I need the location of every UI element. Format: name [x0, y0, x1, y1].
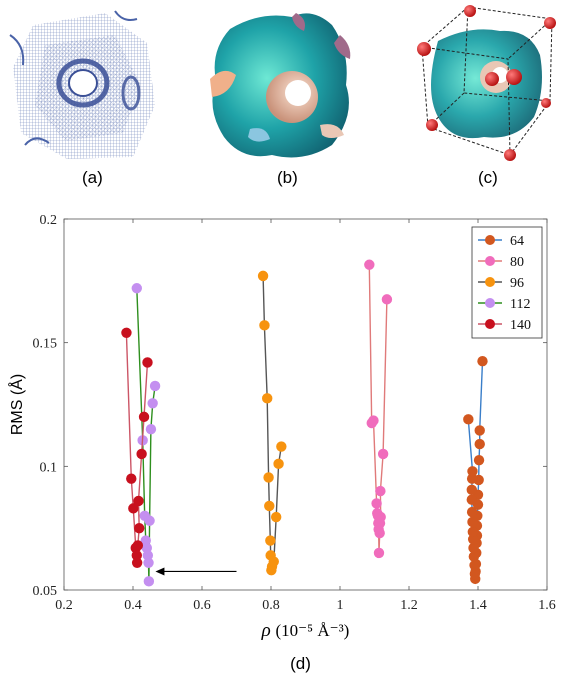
x-tick-label: 1	[337, 598, 344, 613]
data-point-140	[142, 357, 153, 368]
data-point-64	[466, 494, 477, 505]
panel-label-c: (c)	[478, 168, 498, 187]
legend-label-80: 80	[510, 255, 524, 270]
data-point-80	[373, 518, 384, 529]
data-point-64	[463, 414, 474, 425]
data-point-140	[136, 448, 147, 460]
arrow-head	[155, 567, 165, 576]
legend-label-112: 112	[510, 297, 530, 312]
data-point-140	[126, 473, 137, 484]
data-point-96	[262, 393, 273, 404]
x-tick-label: 1.2	[400, 598, 418, 613]
legend-marker-96	[485, 277, 495, 287]
data-point-64	[466, 484, 477, 496]
data-point-140	[128, 503, 139, 514]
legend-marker-140	[485, 319, 495, 329]
data-point-64	[477, 356, 488, 367]
data-point-112	[144, 515, 155, 526]
data-point-64	[468, 551, 480, 562]
data-point-64	[467, 466, 478, 477]
data-point-80	[377, 448, 389, 460]
data-point-64	[467, 526, 479, 538]
data-point-64	[466, 473, 478, 484]
legend-marker-64	[485, 235, 495, 245]
rms-density-chart: 0.2 0.4 0.6 0.8 1 1.2 1.4 1.6 0.05 0.1 0.15 0.2 RMS …	[7, 213, 556, 673]
data-point-112	[145, 424, 157, 435]
x-tick-label: 1.4	[469, 598, 487, 613]
data-point-112	[149, 380, 161, 392]
legend-label-140: 140	[510, 318, 531, 333]
data-point-112	[143, 557, 154, 568]
data-point-64	[466, 506, 478, 518]
data-point-80	[364, 259, 375, 270]
data-point-64	[468, 542, 479, 554]
data-point-96	[263, 472, 274, 483]
y-tick-label: 0.05	[33, 584, 58, 599]
data-point-112	[131, 283, 142, 294]
data-point-140	[133, 495, 144, 507]
data-point-96	[268, 556, 279, 567]
legend-label-64: 64	[510, 234, 524, 249]
data-point-140	[134, 522, 145, 534]
data-point-80	[372, 508, 383, 519]
x-tick-label: 0.6	[193, 598, 211, 613]
x-axis-label: ρ (10⁻⁵ Å⁻³)	[261, 620, 350, 641]
y-axis-label: RMS (Å)	[7, 374, 26, 435]
gyroid-cube-atoms-image	[400, 5, 560, 165]
data-point-140	[138, 411, 150, 423]
data-point-96	[276, 441, 287, 452]
series-line-96	[262, 275, 282, 571]
data-point-64	[467, 534, 479, 545]
data-point-64	[469, 568, 481, 580]
x-tick-label: 0.2	[55, 598, 73, 613]
x-tick-label: 1.6	[538, 598, 556, 613]
x-tick-label: 0.4	[124, 598, 142, 613]
data-point-80	[373, 547, 385, 559]
panel-label-a: (a)	[82, 168, 103, 187]
data-point-64	[469, 560, 480, 571]
panel-label-b: (b)	[277, 168, 298, 187]
data-point-96	[264, 500, 275, 512]
data-point-112	[143, 576, 155, 587]
data-point-64	[474, 438, 485, 450]
data-point-80	[371, 498, 382, 509]
data-point-140	[132, 540, 144, 551]
data-point-140	[121, 327, 132, 338]
data-point-96	[270, 511, 282, 523]
gyroid-surface-image	[200, 5, 360, 165]
data-point-96	[265, 535, 276, 546]
data-point-96	[273, 458, 284, 470]
plot-frame	[63, 218, 548, 591]
panel-label-d: (d)	[290, 654, 311, 673]
data-point-96	[259, 320, 270, 331]
data-point-64	[474, 425, 485, 436]
data-point-96	[257, 270, 269, 282]
data-point-80	[381, 294, 393, 305]
data-point-64	[473, 454, 485, 466]
y-tick-label: 0.2	[40, 213, 58, 228]
gyroid-wireframe-image	[5, 5, 165, 165]
y-tick-label: 0.1	[40, 460, 58, 475]
x-tick-label: 0.8	[262, 598, 280, 613]
legend-marker-112	[485, 298, 495, 308]
data-point-80	[366, 417, 377, 429]
legend-marker-80	[485, 256, 495, 266]
legend-label-96: 96	[510, 276, 524, 291]
data-point-140	[131, 557, 143, 568]
data-point-80	[375, 485, 386, 497]
data-point-64	[467, 516, 478, 528]
data-point-112	[147, 398, 158, 409]
y-tick-label: 0.15	[33, 337, 58, 352]
data-point-140	[131, 550, 142, 561]
